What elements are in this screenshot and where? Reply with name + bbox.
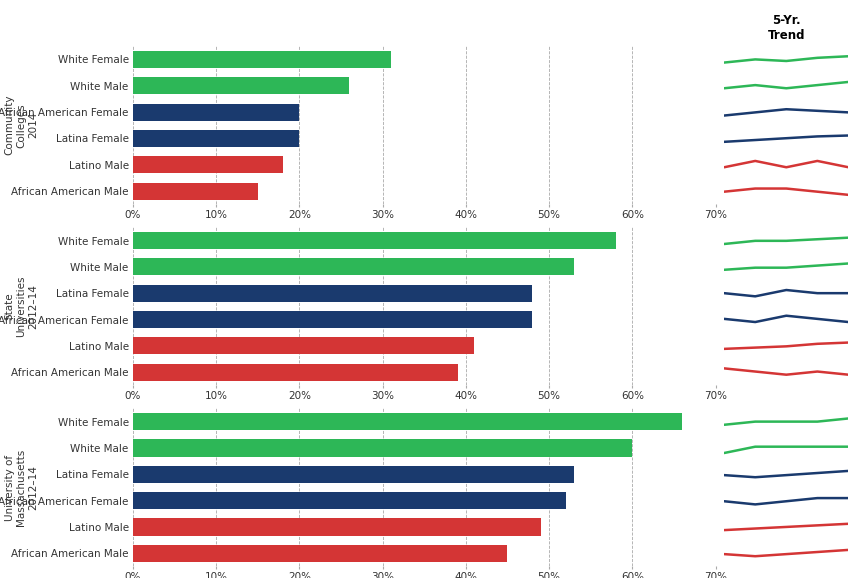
Bar bbox=[133, 156, 283, 173]
Bar bbox=[133, 183, 258, 199]
Bar bbox=[133, 466, 574, 483]
Bar bbox=[133, 103, 299, 121]
Bar bbox=[133, 413, 682, 430]
Bar bbox=[133, 284, 532, 302]
Bar bbox=[133, 439, 632, 457]
Bar bbox=[133, 544, 507, 562]
Text: 5-Yr.
Trend: 5-Yr. Trend bbox=[768, 14, 805, 42]
Text: State
Universities
2012–14: State Universities 2012–14 bbox=[5, 276, 38, 337]
Bar bbox=[133, 232, 615, 249]
Bar bbox=[133, 311, 532, 328]
Bar bbox=[133, 492, 566, 509]
Bar bbox=[133, 258, 574, 275]
Bar bbox=[133, 51, 391, 68]
Bar bbox=[133, 338, 474, 354]
Text: University of
Massachusetts
2012–14: University of Massachusetts 2012–14 bbox=[5, 449, 38, 526]
Bar bbox=[133, 518, 541, 535]
Bar bbox=[133, 364, 458, 381]
Bar bbox=[133, 77, 350, 94]
Bar bbox=[133, 130, 299, 147]
Text: Community
Colleges
2014: Community Colleges 2014 bbox=[5, 95, 38, 155]
